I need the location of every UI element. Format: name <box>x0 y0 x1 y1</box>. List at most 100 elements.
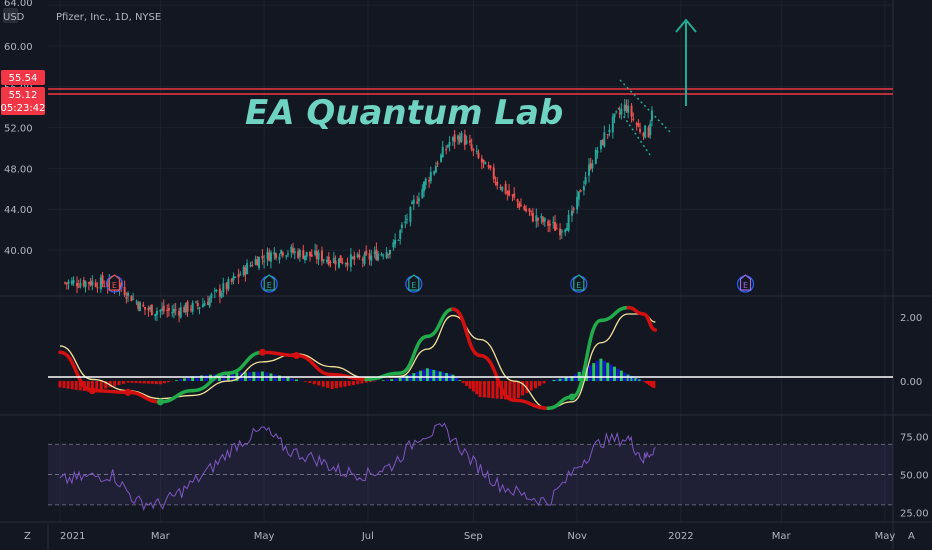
candle-body <box>516 199 519 202</box>
candle-body <box>547 221 550 226</box>
candle-body <box>463 134 466 146</box>
macd-histogram-bar <box>402 376 406 382</box>
candle-body <box>263 260 266 262</box>
candle-body <box>536 217 539 221</box>
time-tick-label: Sep <box>464 531 483 542</box>
macd-histogram-bar <box>458 380 462 382</box>
candle-body <box>421 189 424 199</box>
candle-body <box>429 172 432 182</box>
grid <box>48 0 893 522</box>
macd-histogram-bar <box>419 370 423 382</box>
candle-body <box>298 250 301 257</box>
candle-body <box>489 165 492 169</box>
zoom-icon[interactable]: Z <box>24 531 31 542</box>
macd-line-segment <box>512 398 550 410</box>
candle-body <box>285 255 288 257</box>
candle-body <box>155 310 158 315</box>
chart-legend-title[interactable]: Pfizer, Inc., 1D, NYSE <box>56 12 161 23</box>
macd-histogram-bar <box>312 381 316 385</box>
macd-histogram-bar <box>516 381 520 398</box>
price-badge-upper[interactable] <box>1 70 45 85</box>
macd-histogram-bar <box>339 381 343 388</box>
candle-body <box>649 123 652 136</box>
candle-body <box>167 307 170 311</box>
watermark-text: EA Quantum Lab <box>245 93 563 133</box>
macd-tick-label: 0.00 <box>900 377 922 388</box>
currency-label: USD <box>3 12 25 23</box>
up-arrow-icon[interactable] <box>675 18 697 106</box>
macd-histogram-bar <box>567 376 571 382</box>
candle-body <box>642 132 645 137</box>
macd-line-segment <box>425 307 455 339</box>
candle-body <box>576 196 579 210</box>
candle-body <box>273 251 276 255</box>
macd-line-segment <box>58 350 95 393</box>
macd-histogram-bar <box>66 381 70 389</box>
macd-histogram-bar <box>209 374 213 382</box>
candle-body <box>99 277 102 290</box>
currency-box[interactable] <box>3 8 18 23</box>
candle-body <box>554 221 556 231</box>
candle-body <box>468 140 471 143</box>
candle-body <box>370 255 373 261</box>
macd-histogram-bar <box>592 363 596 382</box>
candle-body <box>487 165 490 168</box>
macd-line-segment <box>90 388 130 394</box>
macd-histogram-bar <box>558 378 562 382</box>
earnings-badge-icon <box>573 274 585 291</box>
macd-histogram-bar <box>360 381 364 384</box>
candle-body <box>589 163 592 169</box>
candle-body <box>375 249 378 260</box>
candle-body <box>525 208 528 212</box>
candle-body <box>385 252 388 258</box>
macd-histogram-bar <box>638 379 642 382</box>
candle-body <box>601 139 604 146</box>
time-axis[interactable]: 2021 Mar May Jul Sep Nov 2022 Mar May <box>60 531 895 542</box>
candle-body <box>412 199 415 204</box>
macd-histogram-bar <box>636 378 640 382</box>
candle-body <box>465 140 468 144</box>
macd-line-segment <box>260 350 299 358</box>
candle-body <box>475 151 478 153</box>
candle-body <box>599 140 602 150</box>
price-tick-label: 52.00 <box>4 124 33 135</box>
price-badge-last[interactable] <box>1 87 45 115</box>
candle-body <box>329 261 332 263</box>
wedge-upper-line[interactable] <box>619 79 671 133</box>
candle-body <box>172 308 175 313</box>
macd-histogram-bar <box>599 358 603 382</box>
candle-body <box>89 281 92 285</box>
candle-body <box>606 134 609 136</box>
time-tick-label: 2021 <box>60 531 85 542</box>
macd-cross-dot <box>156 398 164 406</box>
candle-body <box>457 135 460 140</box>
macd-histogram-bar <box>277 375 281 382</box>
candle-body <box>623 104 626 112</box>
candle-body <box>178 311 181 316</box>
candle-body <box>535 215 538 222</box>
candle-body <box>397 239 400 241</box>
auto-scale-icon[interactable]: A <box>908 531 915 542</box>
candle-body <box>571 210 574 216</box>
wedge-pattern[interactable] <box>617 79 671 156</box>
macd-histogram-bar <box>158 381 162 385</box>
candle-body <box>548 223 551 226</box>
candle-body <box>203 303 206 306</box>
candle-body <box>302 250 305 259</box>
macd-line-segment <box>126 390 163 404</box>
candle-body <box>394 239 397 245</box>
macd-histogram-bar <box>652 381 656 389</box>
candle-body <box>91 280 94 286</box>
macd-cross-dot <box>258 348 266 356</box>
candle-body <box>222 283 225 293</box>
candle-body <box>577 191 580 200</box>
rsi-tick-label: 75.00 <box>900 433 929 444</box>
candlestick-series <box>64 98 653 323</box>
macd-histogram-bar <box>146 381 150 384</box>
macd-histogram-bar <box>634 377 638 382</box>
candle-body <box>79 283 82 287</box>
candle-body <box>82 280 85 287</box>
macd-histogram-bar <box>552 379 556 382</box>
